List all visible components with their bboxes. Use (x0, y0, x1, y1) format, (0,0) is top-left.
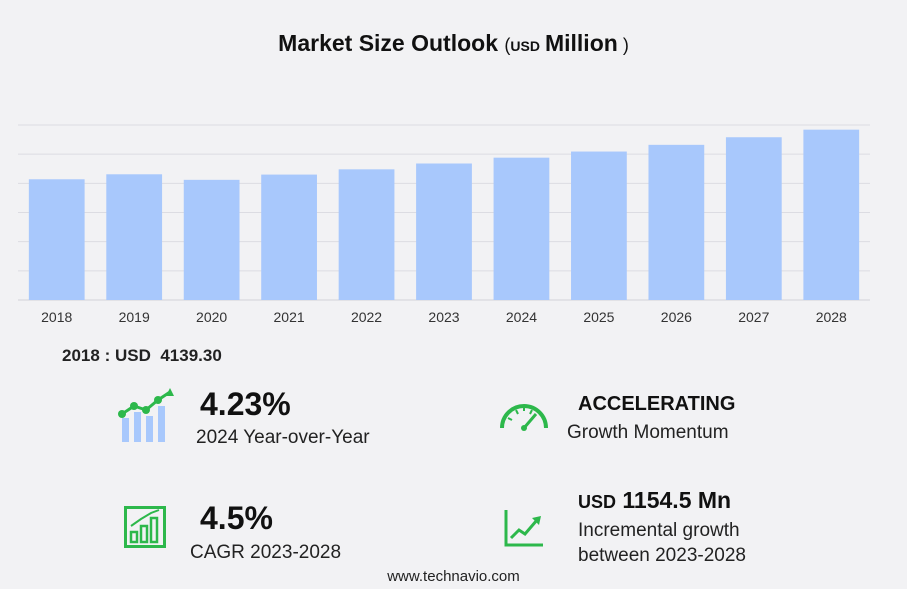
x-tick-label-2028: 2028 (816, 309, 847, 325)
x-tick-label-2021: 2021 (274, 309, 305, 325)
bar-2018 (28, 179, 85, 300)
x-tick-label-2020: 2020 (196, 309, 227, 325)
bar-2019 (106, 174, 163, 300)
base-year: 2018 (62, 346, 100, 365)
incremental-label-line1: Incremental growth (578, 520, 740, 541)
base-year-currency: USD (114, 346, 151, 365)
incremental-label-line2: between 2023-2028 (578, 545, 746, 566)
bar-chart: 2018 2019 2020 2021 2022 2023 2024 2025 2026 2027… (18, 124, 870, 325)
title-unit-word: Million (544, 30, 618, 56)
title-open-paren: ( (504, 35, 511, 55)
bar-2024 (493, 157, 550, 300)
momentum-label: Growth Momentum (567, 422, 729, 443)
base-year-value: 4139.30 (160, 346, 222, 365)
incremental-currency: USD (578, 492, 617, 512)
footer-url: www.technavio.com (387, 568, 520, 585)
bar-growth-icon (124, 506, 166, 548)
x-tick-label-2025: 2025 (583, 309, 614, 325)
x-tick-label-2024: 2024 (506, 309, 537, 325)
bar-2022 (338, 169, 395, 300)
base-year-label: 2018 : USD 4139.30 (62, 346, 222, 366)
incremental-value-line: USD 1154.5 Mn (578, 487, 731, 514)
title-close-paren: ) (622, 35, 629, 55)
speedometer-icon (500, 404, 548, 431)
title-unit: (USD Million ) (504, 30, 629, 56)
bar-2025 (571, 151, 627, 300)
incremental-value: 1154.5 Mn (622, 487, 732, 513)
x-tick-label-2022: 2022 (351, 309, 382, 325)
bar-2027 (725, 137, 782, 300)
x-tick-label-2019: 2019 (119, 309, 150, 325)
base-year-separator: : (104, 346, 111, 365)
x-tick-label-2018: 2018 (41, 309, 72, 325)
bar-2020 (183, 179, 240, 300)
cagr-label: CAGR 2023-2028 (190, 542, 342, 563)
title-main: Market Size Outlook (278, 30, 498, 56)
chart-title: Market Size Outlook (USD Million ) (0, 30, 907, 57)
x-tick-label-2026: 2026 (661, 309, 692, 325)
line-growth-icon (504, 510, 543, 547)
trend-bars-icon (118, 388, 174, 442)
x-tick-label-2027: 2027 (738, 309, 769, 325)
momentum-value: ACCELERATING (578, 393, 736, 415)
cagr-value: 4.5% (200, 500, 273, 536)
x-tick-label-2023: 2023 (428, 309, 459, 325)
yoy-value: 4.23% (200, 386, 291, 422)
yoy-label: 2024 Year-over-Year (196, 427, 370, 448)
title-unit-small: USD (510, 38, 540, 54)
bar-2021 (261, 174, 317, 300)
bar-2026 (648, 144, 705, 300)
bar-2023 (416, 163, 472, 300)
bar-2028 (803, 129, 860, 300)
